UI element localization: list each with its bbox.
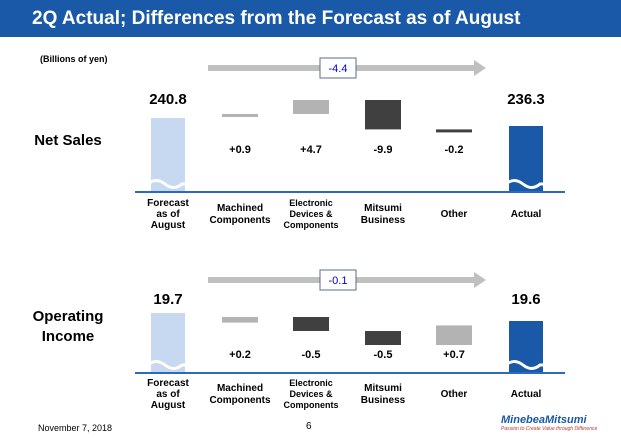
category-label: Business — [361, 215, 406, 226]
delta-value-label: +0.7 — [443, 349, 465, 361]
row-title: Net Sales — [34, 132, 102, 149]
footer-date: November 7, 2018 — [38, 423, 113, 433]
category-label: Devices & — [289, 209, 333, 219]
delta-bar — [365, 331, 401, 345]
delta-bar — [365, 100, 401, 130]
category-label: Electronic — [289, 198, 333, 208]
change-box — [319, 269, 357, 291]
category-label: as of — [156, 209, 180, 220]
change-arrow-head — [474, 60, 486, 76]
category-label: Forecast — [147, 378, 189, 389]
category-label: Components — [284, 400, 339, 410]
end-value-label: 236.3 — [507, 91, 545, 108]
category-label: Electronic — [289, 378, 333, 388]
category-label: Components — [209, 395, 271, 406]
logo-name: MinebeaMitsumi — [501, 414, 587, 426]
category-label: Actual — [511, 389, 542, 400]
forecast-bar — [151, 313, 185, 373]
delta-bar — [436, 129, 472, 133]
axis-break-mark — [147, 360, 185, 370]
category-label: August — [151, 400, 186, 411]
category-label: Components — [284, 220, 339, 230]
delta-bar — [436, 325, 472, 345]
category-label: as of — [156, 389, 180, 400]
category-label: Mitsumi — [364, 203, 402, 214]
delta-bar — [293, 100, 329, 114]
change-box — [319, 57, 357, 79]
total-change-label: -4.4 — [329, 63, 348, 75]
row-title: Operating — [33, 308, 104, 325]
category-label: Components — [209, 215, 271, 226]
delta-value-label: -0.5 — [302, 349, 321, 361]
category-label: Business — [361, 395, 406, 406]
category-label: Machined — [217, 203, 263, 214]
category-label: Devices & — [289, 389, 333, 399]
category-label: Mitsumi — [364, 383, 402, 394]
logo-tagline: Passion to Create Value through Differen… — [501, 426, 598, 432]
category-label: Actual — [511, 209, 542, 220]
axis-break-mark — [147, 179, 185, 189]
actual-bar — [509, 126, 543, 192]
actual-bar — [509, 321, 543, 373]
change-arrow-head — [474, 272, 486, 288]
delta-value-label: -0.2 — [445, 144, 464, 156]
delta-bar — [222, 317, 258, 323]
page-title: 2Q Actual; Differences from the Forecast… — [32, 8, 521, 29]
category-label: August — [151, 220, 186, 231]
category-label: Forecast — [147, 198, 189, 209]
chart-operating-income: Operating Income -0.1 19.7 +0.2 -0.5 -0.5 +0.7 1… — [33, 269, 565, 411]
company-logo: MinebeaMitsumi Passion to Create Value t… — [501, 414, 611, 432]
category-label: Other — [441, 209, 468, 220]
title-bar: 2Q Actual; Differences from the Forecast… — [0, 0, 621, 37]
axis-break-mark — [505, 360, 543, 370]
delta-value-label: +0.9 — [229, 144, 251, 156]
chart-net-sales: Net Sales -4.4 240.8 +0.9 +4.7 -9.9 -0.2 236.3 F… — [34, 57, 565, 231]
total-change-label: -0.1 — [329, 275, 348, 287]
end-value-label: 19.6 — [511, 291, 540, 308]
delta-bar — [222, 113, 258, 117]
delta-value-label: +4.7 — [300, 144, 322, 156]
delta-bar — [293, 317, 329, 331]
unit-label: (Billions of yen) — [40, 54, 108, 64]
axis-break-mark — [505, 179, 543, 189]
start-value-label: 19.7 — [153, 291, 182, 308]
delta-value-label: -9.9 — [374, 144, 393, 156]
page-number: 6 — [306, 421, 312, 432]
delta-value-label: -0.5 — [374, 349, 393, 361]
category-label: Other — [441, 389, 468, 400]
category-label: Machined — [217, 383, 263, 394]
row-title: Income — [42, 328, 95, 345]
delta-value-label: +0.2 — [229, 349, 251, 361]
start-value-label: 240.8 — [149, 91, 187, 108]
